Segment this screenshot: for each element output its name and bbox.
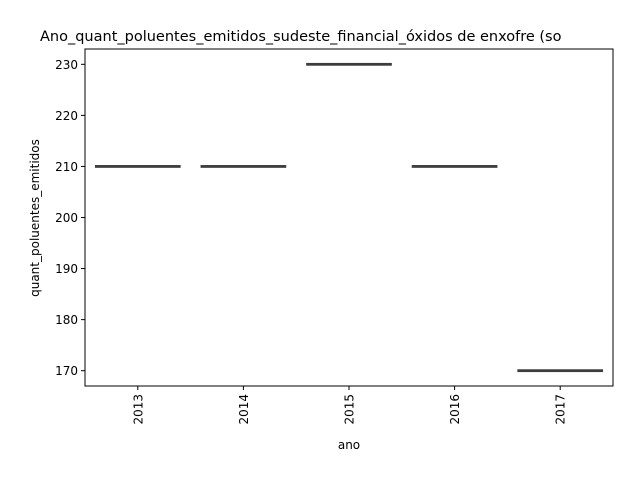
- chart-title: Ano_quant_poluentes_emitidos_sudeste_fin…: [40, 29, 562, 45]
- x-tick-label: 2016: [448, 394, 462, 425]
- y-axis-label: quant_poluentes_emitidos: [28, 139, 42, 297]
- y-tick-label: 210: [55, 160, 78, 174]
- x-axis: 2013 2014 2015 2016 2017: [131, 386, 568, 425]
- x-tick-label: 2013: [131, 394, 145, 425]
- x-axis-label: ano: [338, 438, 360, 452]
- chart-marks: [94, 62, 604, 373]
- y-axis: 170 180 190 200 210 220 230: [55, 58, 85, 378]
- x-tick-label: 2014: [237, 394, 251, 425]
- x-tick-label: 2015: [343, 394, 357, 425]
- y-tick-label: 170: [55, 364, 78, 378]
- y-tick-label: 230: [55, 58, 78, 72]
- y-tick-label: 190: [55, 262, 78, 276]
- x-tick-label: 2017: [554, 394, 568, 425]
- y-tick-label: 180: [55, 313, 78, 327]
- y-tick-label: 220: [55, 109, 78, 123]
- plot-area: [84, 48, 614, 387]
- y-tick-label: 200: [55, 211, 78, 225]
